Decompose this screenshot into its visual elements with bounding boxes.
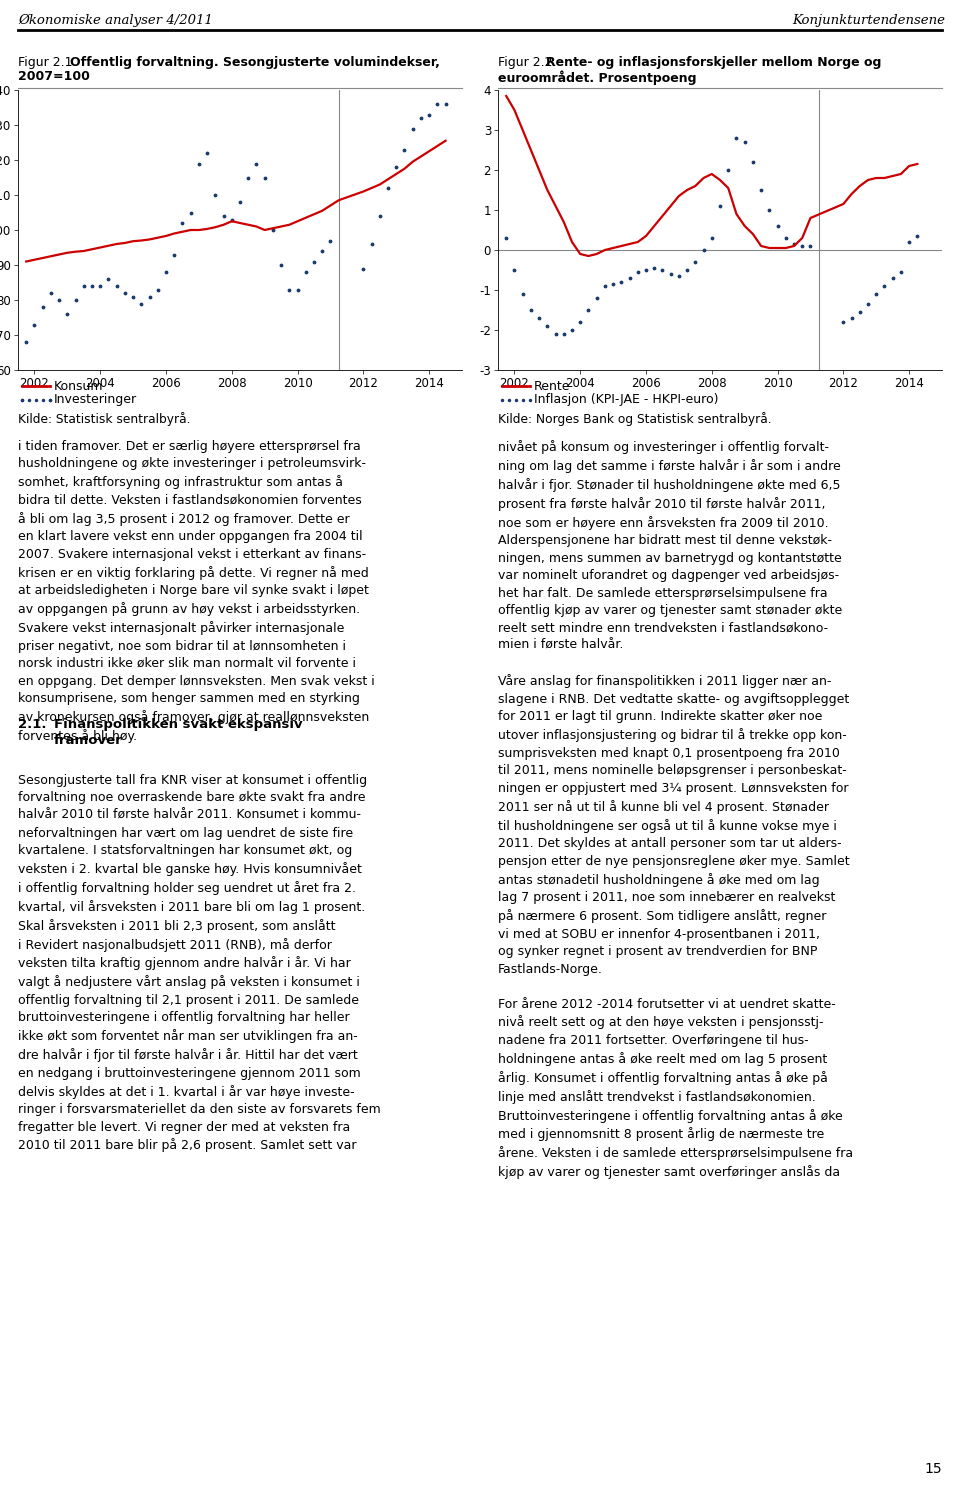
Text: 2.1.: 2.1. [18,718,60,731]
Text: Kilde: Norges Bank og Statistisk sentralbyrå.: Kilde: Norges Bank og Statistisk sentral… [498,412,772,426]
Text: Figur 2.2.: Figur 2.2. [498,57,561,68]
Text: i tiden framover. Det er særlig høyere ettersprørsel fra
husholdningene og økte : i tiden framover. Det er særlig høyere e… [18,441,374,743]
Text: Investeringer: Investeringer [54,393,137,406]
Text: Finanspolitikken svakt ekspansiv: Finanspolitikken svakt ekspansiv [54,718,302,731]
Text: Rente- og inflasjonsforskjeller mellom Norge og: Rente- og inflasjonsforskjeller mellom N… [546,57,881,68]
Text: Konsum: Konsum [54,380,104,393]
Text: nivået på konsum og investeringer i offentlig forvalt-
ning om lag det samme i f: nivået på konsum og investeringer i offe… [498,441,853,1179]
Text: Økonomiske analyser 4/2011: Økonomiske analyser 4/2011 [18,13,213,27]
Text: euroområdet. Prosentpoeng: euroområdet. Prosentpoeng [498,70,697,85]
Text: Kilde: Statistisk sentralbyrå.: Kilde: Statistisk sentralbyrå. [18,412,190,426]
Text: Konjunkturtendensene: Konjunkturtendensene [792,13,945,27]
Text: 2007=100: 2007=100 [18,70,90,83]
Text: Figur 2.1.: Figur 2.1. [18,57,81,68]
Text: Rente: Rente [534,380,570,393]
Text: Offentlig forvaltning. Sesongjusterte volumindekser,: Offentlig forvaltning. Sesongjusterte vo… [70,57,440,68]
Text: 15: 15 [924,1462,942,1476]
Text: framover: framover [54,734,123,747]
Text: Inflasjon (KPI-JAE - HKPI-euro): Inflasjon (KPI-JAE - HKPI-euro) [534,393,718,406]
Text: Sesongjusterte tall fra KNR viser at konsumet i offentlig
forvaltning noe overra: Sesongjusterte tall fra KNR viser at kon… [18,774,381,1152]
